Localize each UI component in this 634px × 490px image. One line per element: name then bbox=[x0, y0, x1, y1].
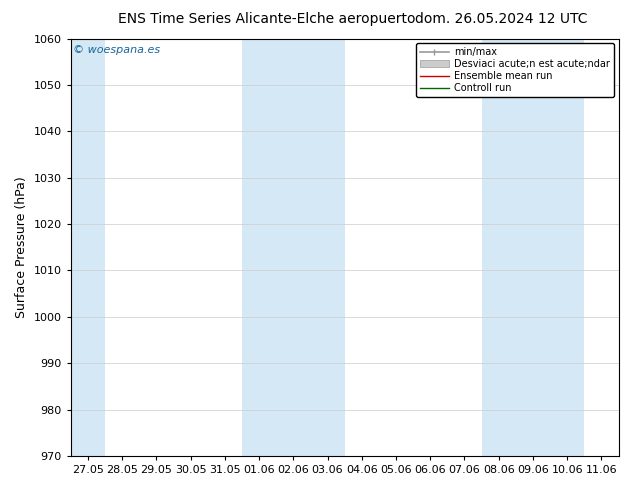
Bar bbox=[482, 39, 585, 456]
Y-axis label: Surface Pressure (hPa): Surface Pressure (hPa) bbox=[15, 176, 28, 318]
Legend: min/max, Desviaci acute;n est acute;ndar, Ensemble mean run, Controll run: min/max, Desviaci acute;n est acute;ndar… bbox=[416, 44, 614, 97]
Bar bbox=[71, 39, 105, 456]
Bar bbox=[242, 39, 345, 456]
Text: ENS Time Series Alicante-Elche aeropuerto: ENS Time Series Alicante-Elche aeropuert… bbox=[117, 12, 415, 26]
Text: © woespana.es: © woespana.es bbox=[74, 45, 160, 55]
Text: dom. 26.05.2024 12 UTC: dom. 26.05.2024 12 UTC bbox=[415, 12, 587, 26]
